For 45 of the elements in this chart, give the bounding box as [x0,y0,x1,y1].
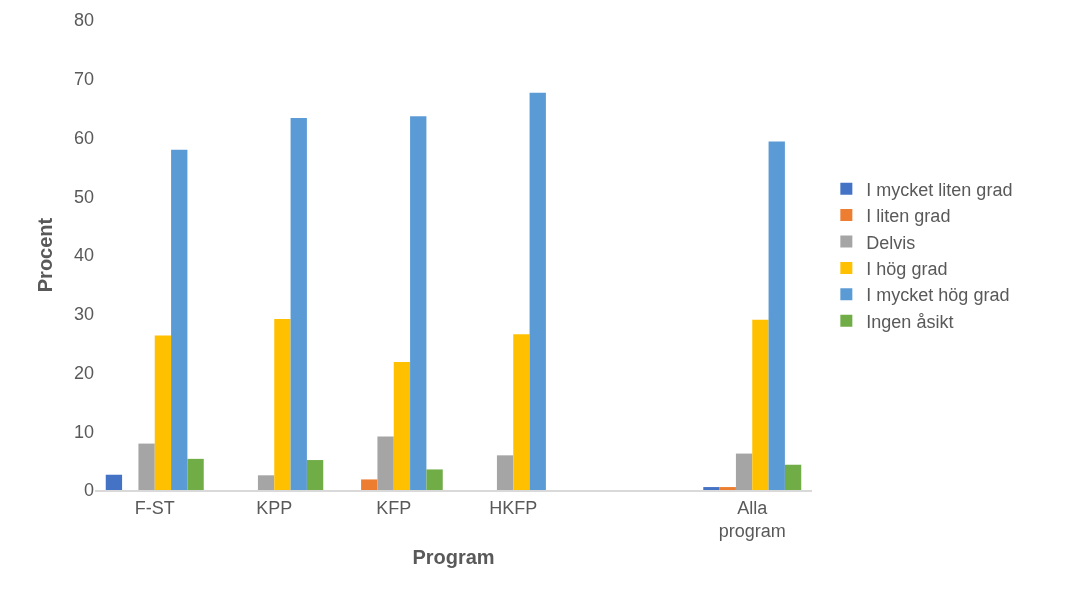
legend-label: Delvis [866,232,916,253]
bar [393,361,411,490]
bar [513,334,530,490]
bar [426,469,443,490]
y-tick-label: 70 [73,69,94,90]
bar [496,455,514,490]
bar [105,474,123,490]
bar [377,436,394,490]
y-tick-label: 0 [83,480,94,501]
y-tick-label: 20 [73,362,94,383]
y-tick-label: 60 [73,127,94,148]
x-axis-title: Program [412,546,495,568]
y-tick-label: 30 [73,304,94,325]
bar [703,487,720,490]
bar [768,141,785,490]
bar [154,335,172,490]
bar [361,479,378,490]
bar [735,453,753,490]
bar [274,319,291,490]
x-tick-label: Alla program [718,497,786,541]
bar [719,487,736,490]
bar [171,149,188,490]
bar [784,464,802,490]
bar [290,118,307,490]
bar [752,319,769,490]
bar [187,458,204,490]
y-tick-label: 50 [73,186,94,207]
bar [410,116,427,490]
y-axis-title: Procent [34,217,57,293]
legend-label: I hög grad [866,258,948,279]
bar [529,92,546,490]
x-tick-label: KPP [256,497,293,518]
x-tick-label: F-ST [134,497,175,518]
legend-label: I liten grad [866,206,951,227]
legend-label: I mycket liten grad [866,179,1013,200]
legend-label: Ingen åsikt [866,311,954,332]
bar [138,443,155,490]
bar [306,460,324,490]
y-tick-label: 80 [73,10,94,31]
legend-label: I mycket hög grad [866,285,1010,306]
y-tick-label: 40 [73,245,94,266]
x-tick-label: KFP [376,497,412,518]
bar [257,475,275,490]
x-tick-label: HKFP [489,497,538,518]
y-tick-label: 10 [73,421,94,442]
